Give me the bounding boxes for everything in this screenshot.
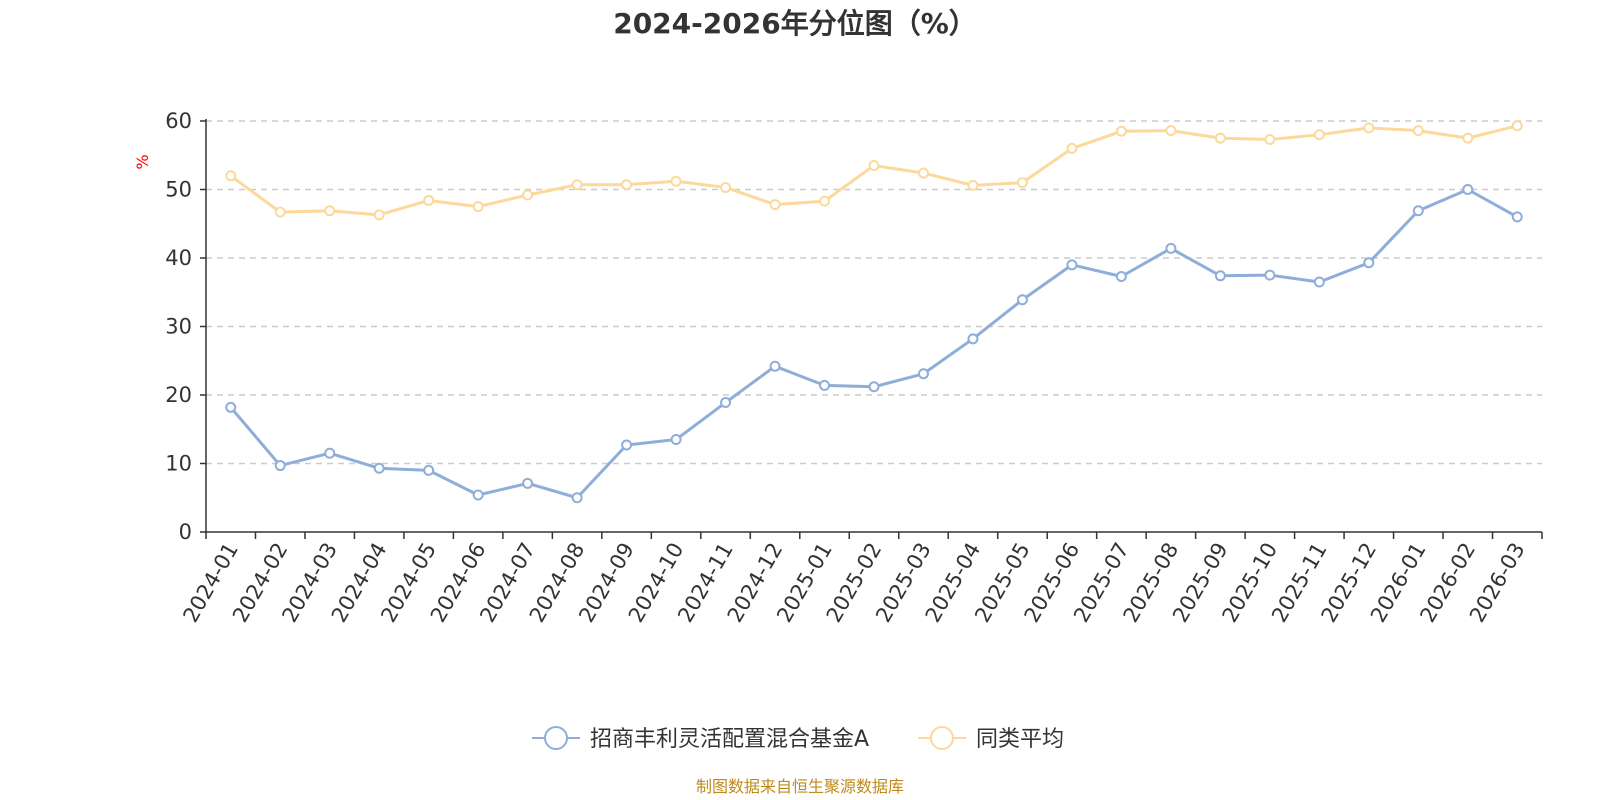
- data-source-note: 制图数据来自恒生聚源数据库: [696, 777, 904, 796]
- y-tick-label: 30: [165, 315, 192, 339]
- series-layer: [225, 120, 1523, 504]
- chart-title: 2024-2026年分位图（%）: [613, 7, 977, 40]
- data-point[interactable]: [917, 167, 929, 179]
- data-point[interactable]: [225, 170, 237, 182]
- data-point[interactable]: [720, 181, 732, 193]
- data-point[interactable]: [720, 397, 732, 409]
- data-point[interactable]: [1511, 120, 1523, 132]
- series-line: [229, 188, 1518, 500]
- data-point[interactable]: [373, 462, 385, 474]
- data-point[interactable]: [423, 464, 435, 476]
- data-point[interactable]: [868, 160, 880, 172]
- y-axis-unit-label: %: [133, 154, 152, 169]
- data-point[interactable]: [571, 179, 583, 191]
- data-point[interactable]: [621, 439, 633, 451]
- data-point[interactable]: [819, 379, 831, 391]
- data-point[interactable]: [621, 179, 633, 191]
- data-point[interactable]: [967, 333, 979, 345]
- data-point[interactable]: [967, 179, 979, 191]
- data-point[interactable]: [769, 360, 781, 372]
- x-axis-ticks: 2024-012024-022024-032024-042024-052024-…: [178, 532, 1543, 626]
- y-tick-label: 0: [179, 520, 192, 544]
- legend-item-fund[interactable]: 招商丰利灵活配置混合基金A: [532, 726, 869, 752]
- data-point[interactable]: [1066, 259, 1078, 271]
- data-point[interactable]: [1264, 133, 1276, 145]
- data-point[interactable]: [225, 401, 237, 413]
- y-tick-label: 10: [165, 452, 192, 476]
- data-point[interactable]: [1412, 205, 1424, 217]
- data-point[interactable]: [1462, 132, 1474, 144]
- data-point[interactable]: [1066, 142, 1078, 154]
- data-point[interactable]: [423, 194, 435, 206]
- data-point[interactable]: [274, 206, 286, 218]
- data-point[interactable]: [1016, 294, 1028, 306]
- legend-item-peer-average[interactable]: 同类平均: [918, 726, 1064, 752]
- y-axis-ticks: 0 10 20 30 40 50 60: [165, 109, 206, 544]
- data-point[interactable]: [522, 189, 534, 201]
- gridlines: [206, 120, 1542, 465]
- data-point[interactable]: [1016, 177, 1028, 189]
- data-point[interactable]: [1462, 184, 1474, 195]
- series-0: [225, 184, 1523, 504]
- data-point[interactable]: [1115, 270, 1127, 282]
- data-point[interactable]: [917, 368, 929, 380]
- data-point[interactable]: [472, 489, 484, 501]
- y-tick-label: 60: [165, 109, 192, 133]
- data-point[interactable]: [324, 447, 336, 459]
- data-point[interactable]: [1165, 125, 1177, 137]
- legend-fund-marker-icon: [544, 726, 568, 750]
- data-point[interactable]: [373, 209, 385, 221]
- data-point[interactable]: [819, 195, 831, 207]
- data-point[interactable]: [1363, 122, 1375, 134]
- data-point[interactable]: [670, 175, 682, 187]
- data-point[interactable]: [769, 199, 781, 211]
- legend-fund-label: 招商丰利灵活配置混合基金A: [590, 727, 869, 752]
- data-point[interactable]: [522, 477, 534, 489]
- series-1: [225, 120, 1523, 221]
- y-tick-label: 20: [165, 383, 192, 407]
- data-point[interactable]: [1313, 276, 1325, 288]
- data-point[interactable]: [571, 492, 583, 504]
- y-tick-label: 50: [165, 178, 192, 202]
- y-tick-label: 40: [165, 246, 192, 270]
- legend-peer-label: 同类平均: [976, 727, 1064, 752]
- data-point[interactable]: [1214, 270, 1226, 282]
- data-point[interactable]: [670, 434, 682, 446]
- data-point[interactable]: [1264, 269, 1276, 281]
- data-point[interactable]: [1165, 242, 1177, 254]
- data-point[interactable]: [324, 205, 336, 217]
- data-point[interactable]: [1412, 125, 1424, 137]
- data-point[interactable]: [274, 460, 286, 472]
- legend-peer-marker-icon: [930, 726, 954, 750]
- data-point[interactable]: [472, 201, 484, 213]
- data-point[interactable]: [1363, 257, 1375, 269]
- data-point[interactable]: [1511, 211, 1523, 223]
- data-point[interactable]: [868, 381, 880, 393]
- data-point[interactable]: [1115, 125, 1127, 137]
- data-point[interactable]: [1214, 132, 1226, 144]
- data-point[interactable]: [1313, 129, 1325, 141]
- legend: 招商丰利灵活配置混合基金A 同类平均: [532, 726, 1064, 752]
